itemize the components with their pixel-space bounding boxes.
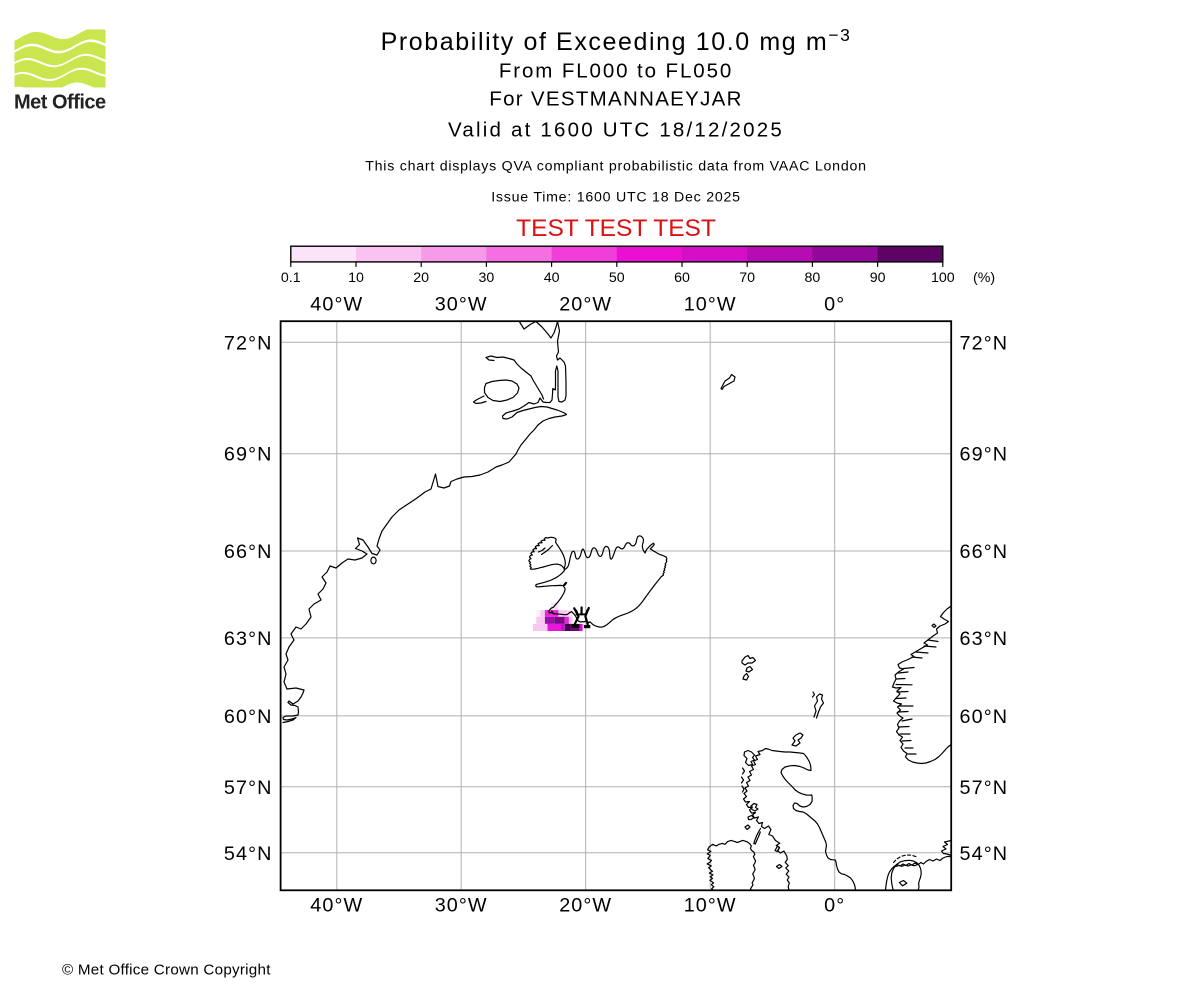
svg-text:90: 90 — [870, 270, 886, 286]
svg-text:57°N: 57°N — [224, 777, 273, 799]
svg-text:80: 80 — [805, 270, 821, 286]
svg-text:60°N: 60°N — [224, 706, 273, 728]
svg-text:Valid at 1600 UTC 18/12/2025: Valid at 1600 UTC 18/12/2025 — [448, 119, 784, 142]
svg-text:63°N: 63°N — [960, 628, 1009, 650]
svg-text:10: 10 — [348, 270, 364, 286]
svg-text:54°N: 54°N — [960, 843, 1009, 865]
svg-text:Met Office: Met Office — [14, 92, 106, 114]
svg-text:0.1: 0.1 — [281, 270, 301, 286]
svg-text:20°W: 20°W — [559, 294, 612, 316]
svg-text:66°N: 66°N — [224, 541, 273, 563]
svg-text:For VESTMANNAEYJAR: For VESTMANNAEYJAR — [489, 88, 743, 111]
svg-text:30°W: 30°W — [435, 895, 488, 917]
svg-text:30: 30 — [479, 270, 495, 286]
svg-text:0°: 0° — [824, 895, 845, 917]
svg-text:72°N: 72°N — [960, 332, 1009, 354]
svg-text:40°W: 40°W — [310, 294, 363, 316]
svg-text:60: 60 — [674, 270, 690, 286]
svg-text:20°W: 20°W — [559, 895, 612, 917]
svg-text:66°N: 66°N — [960, 541, 1009, 563]
svg-text:40°W: 40°W — [310, 895, 363, 917]
svg-text:Probability of Exceeding 10.0: Probability of Exceeding 10.0 mg m−3 — [381, 25, 852, 56]
svg-text:(%): (%) — [973, 270, 995, 286]
svg-text:10°W: 10°W — [684, 895, 737, 917]
svg-text:© Met Office Crown Copyright: © Met Office Crown Copyright — [62, 962, 271, 979]
svg-text:63°N: 63°N — [224, 628, 273, 650]
svg-text:10°W: 10°W — [684, 294, 737, 316]
svg-text:20: 20 — [413, 270, 429, 286]
svg-text:72°N: 72°N — [224, 332, 273, 354]
svg-text:50: 50 — [609, 270, 625, 286]
svg-text:30°W: 30°W — [435, 294, 488, 316]
svg-text:69°N: 69°N — [960, 444, 1009, 466]
svg-text:40: 40 — [544, 270, 560, 286]
svg-text:57°N: 57°N — [960, 777, 1009, 799]
svg-text:This chart displays QVA compli: This chart displays QVA compliant probab… — [365, 159, 867, 175]
svg-text:From FL000 to FL050: From FL000 to FL050 — [499, 60, 733, 83]
svg-text:TEST TEST TEST: TEST TEST TEST — [516, 215, 716, 242]
svg-text:60°N: 60°N — [960, 706, 1009, 728]
svg-text:Issue Time: 1600 UTC 18 Dec 20: Issue Time: 1600 UTC 18 Dec 2025 — [491, 190, 741, 206]
svg-text:54°N: 54°N — [224, 843, 273, 865]
svg-text:69°N: 69°N — [224, 444, 273, 466]
svg-text:70: 70 — [739, 270, 755, 286]
svg-text:100: 100 — [931, 270, 955, 286]
svg-text:0°: 0° — [824, 294, 845, 316]
